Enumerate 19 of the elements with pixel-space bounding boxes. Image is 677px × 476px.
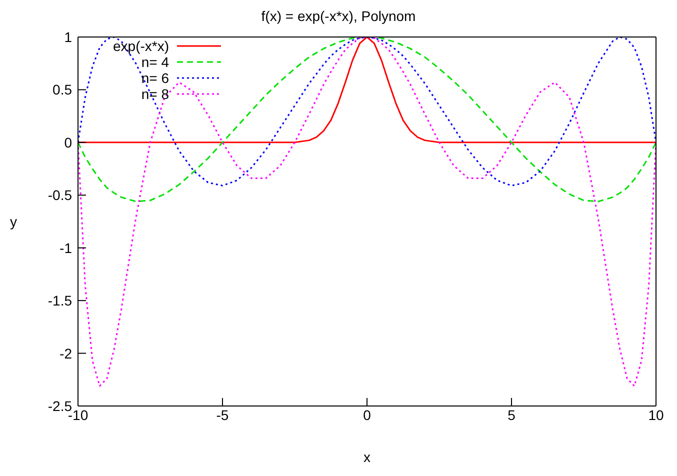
y-axis-title: y	[10, 213, 17, 230]
y-tick-label: 1	[64, 28, 72, 45]
y-tick-label: -0.5	[48, 187, 72, 204]
y-tick-label: -2	[60, 345, 72, 362]
x-tick-label: 10	[648, 406, 664, 423]
y-tick-label: -1.5	[48, 292, 72, 309]
x-tick-label: -5	[216, 406, 229, 423]
legend-label: n= 8	[141, 86, 170, 102]
y-tick-label: -2.5	[48, 398, 72, 414]
legend-label: n= 4	[141, 54, 170, 70]
y-tick-label: 0	[64, 134, 72, 150]
x-tick-label: 0	[363, 406, 372, 423]
x-axis-title: x	[364, 449, 370, 465]
chart-title: f(x) = exp(-x*x), Polynom	[260, 8, 417, 26]
legend-label: exp(-x*x)	[113, 38, 170, 54]
legend-label: n= 6	[141, 70, 170, 86]
y-tick-label: -1	[60, 240, 72, 256]
y-tick-label: 0.5	[52, 82, 72, 98]
x-tick-label: 5	[508, 406, 516, 423]
